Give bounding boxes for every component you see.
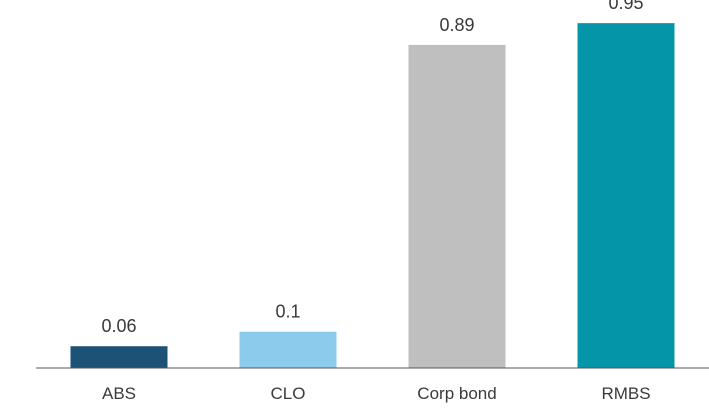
value-label-corp-bond: 0.89 <box>439 15 474 35</box>
x-tick-label-clo: CLO <box>271 384 306 403</box>
bar-clo <box>239 331 337 368</box>
value-label-rmbs: 0.95 <box>608 0 643 13</box>
bar-rmbs <box>577 23 675 369</box>
value-label-clo: 0.1 <box>275 302 300 322</box>
x-tick-label-abs: ABS <box>102 384 136 403</box>
value-label-abs: 0.06 <box>101 316 136 336</box>
bar-abs <box>70 346 168 368</box>
x-tick-labels-group: ABS CLO Corp bond RMBS <box>102 384 651 403</box>
x-tick-label-rmbs: RMBS <box>601 384 650 403</box>
bar-corp-bond <box>408 44 506 369</box>
bars-group <box>70 23 675 369</box>
x-tick-label-corp-bond: Corp bond <box>417 384 496 403</box>
value-labels-group: 0.06 0.1 0.89 0.95 <box>101 0 643 336</box>
